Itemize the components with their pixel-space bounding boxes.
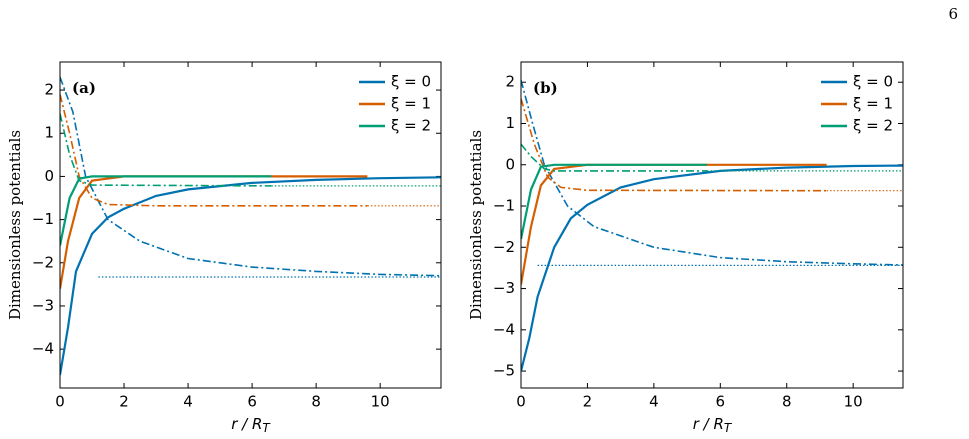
panel-label: (b) bbox=[533, 79, 558, 97]
legend-label: ξ = 0 bbox=[853, 73, 893, 91]
legend-label: ξ = 1 bbox=[853, 95, 893, 113]
legend-label: ξ = 1 bbox=[391, 95, 431, 113]
x-tick-label: 10 bbox=[844, 393, 863, 411]
x-tick-label: 2 bbox=[119, 393, 129, 411]
y-axis-label: Dimensionless potentials bbox=[467, 130, 485, 320]
x-tick-label: 10 bbox=[371, 393, 390, 411]
curve bbox=[60, 76, 441, 277]
curve bbox=[521, 98, 827, 192]
curve bbox=[521, 163, 707, 240]
y-tick-label: −3 bbox=[493, 279, 515, 297]
curve bbox=[60, 175, 272, 246]
x-tick-label: 4 bbox=[183, 393, 193, 411]
x-tick-label: 6 bbox=[247, 393, 257, 411]
y-tick-label: 2 bbox=[505, 73, 515, 91]
plot-lines bbox=[60, 76, 441, 376]
legend-label: ξ = 2 bbox=[391, 117, 431, 135]
y-tick-label: −2 bbox=[32, 253, 54, 271]
x-axis-label-main: r / R bbox=[231, 415, 262, 433]
y-tick-label: −2 bbox=[493, 238, 515, 256]
curve bbox=[521, 79, 903, 266]
curve bbox=[60, 94, 368, 207]
y-tick-label: −1 bbox=[493, 197, 515, 215]
page-number: 6 bbox=[948, 5, 958, 23]
x-tick-label: 2 bbox=[583, 393, 593, 411]
legend-label: ξ = 2 bbox=[853, 117, 893, 135]
x-tick-label: 6 bbox=[716, 393, 726, 411]
y-tick-label: −4 bbox=[493, 320, 515, 338]
x-tick-label: 4 bbox=[649, 393, 659, 411]
x-tick-label: 0 bbox=[516, 393, 526, 411]
y-tick-label: −3 bbox=[32, 296, 54, 314]
x-tick-label: 8 bbox=[311, 393, 321, 411]
axes-frame bbox=[59, 61, 442, 389]
x-tick-label: 8 bbox=[782, 393, 792, 411]
x-axis-label: r / RT bbox=[231, 415, 271, 435]
axes-frame bbox=[520, 61, 904, 389]
y-tick-label: 2 bbox=[44, 81, 54, 99]
x-axis-label-sub: T bbox=[724, 421, 733, 435]
y-tick-label: −5 bbox=[493, 362, 515, 380]
curve bbox=[521, 143, 707, 172]
y-tick-label: 0 bbox=[44, 167, 54, 185]
y-axis-label: Dimensionless potentials bbox=[6, 130, 24, 320]
y-tick-label: −1 bbox=[32, 210, 54, 228]
plot-lines bbox=[521, 79, 903, 372]
y-tick-label: 1 bbox=[505, 114, 515, 132]
x-axis-label: r / RT bbox=[693, 415, 733, 435]
y-tick-label: −4 bbox=[32, 340, 54, 358]
x-axis-label-main: r / R bbox=[693, 415, 724, 433]
panel-label: (a) bbox=[72, 79, 96, 97]
curve bbox=[521, 164, 903, 372]
curve bbox=[60, 113, 272, 187]
curve bbox=[60, 176, 441, 376]
legend-label: ξ = 0 bbox=[391, 73, 431, 91]
y-tick-label: 1 bbox=[44, 124, 54, 142]
y-tick-label: 0 bbox=[505, 155, 515, 173]
x-axis-label-sub: T bbox=[262, 421, 271, 435]
x-tick-label: 0 bbox=[55, 393, 65, 411]
